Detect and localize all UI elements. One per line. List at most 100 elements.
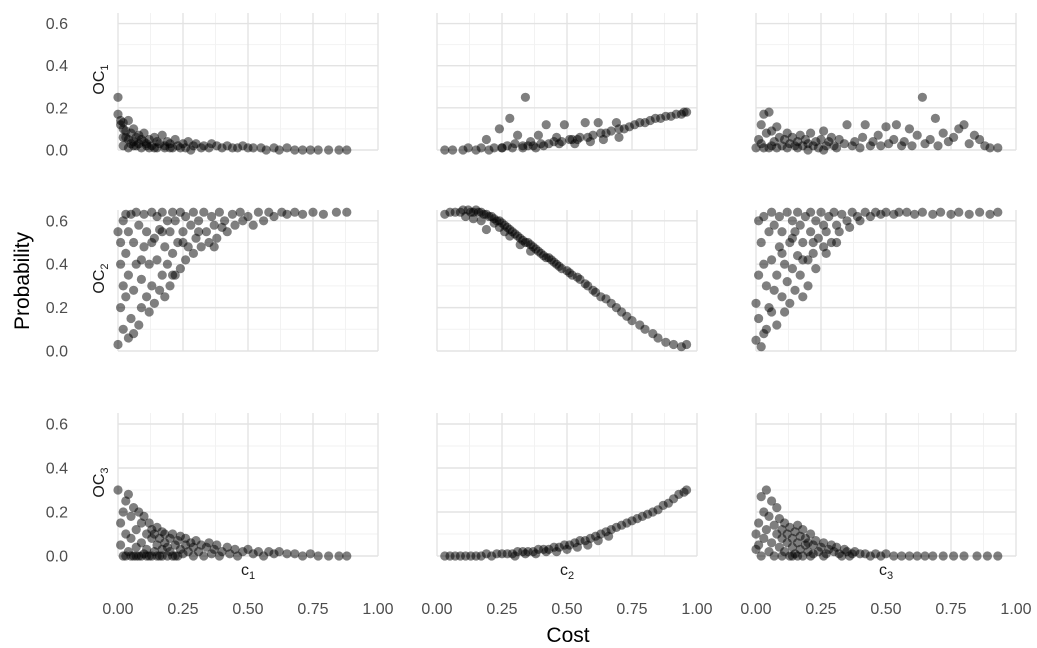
data-point <box>772 320 782 330</box>
data-point <box>855 216 865 226</box>
x-tick-label: 0.75 <box>616 601 647 618</box>
data-point <box>764 107 774 117</box>
x-tick-label: 0.50 <box>870 601 901 618</box>
data-point <box>982 551 993 561</box>
x-tick-label: 0.00 <box>740 601 771 618</box>
data-point <box>149 298 159 308</box>
data-point <box>155 285 165 295</box>
data-point <box>113 485 123 495</box>
data-point <box>798 237 808 248</box>
y-tick-label: 0.0 <box>46 344 68 361</box>
data-point <box>767 207 777 217</box>
data-point <box>230 220 240 230</box>
data-point <box>136 303 146 313</box>
data-point <box>928 209 938 219</box>
data-point <box>123 270 133 280</box>
data-point <box>889 551 899 561</box>
data-point <box>759 211 769 222</box>
data-point <box>510 551 520 561</box>
data-point <box>795 270 805 280</box>
data-point <box>136 274 146 284</box>
data-point <box>334 551 344 561</box>
data-point <box>769 551 779 561</box>
data-point <box>759 533 769 544</box>
data-point <box>761 281 772 291</box>
data-point <box>116 303 126 313</box>
data-point <box>912 551 922 561</box>
data-point <box>222 227 232 237</box>
data-point <box>798 525 808 535</box>
col-strip-label: c3 <box>879 562 893 582</box>
data-point <box>194 216 204 226</box>
data-point <box>640 324 650 334</box>
data-point <box>808 248 818 258</box>
x-tick-label: 0.50 <box>551 601 582 618</box>
y-tick-label: 0.6 <box>46 417 68 434</box>
data-point <box>186 220 196 230</box>
data-point <box>777 551 787 561</box>
data-point <box>188 248 198 258</box>
data-point <box>964 209 974 219</box>
data-point <box>248 143 258 153</box>
data-point <box>949 551 959 561</box>
data-point <box>816 134 826 145</box>
y-tick-labels: 0.0 0.2 0.4 0.6 0.0 0.2 0.4 0.6 0.0 0.2 0.4 0.6 <box>46 16 68 565</box>
data-point <box>598 134 609 145</box>
panels <box>113 13 1017 561</box>
data-point <box>212 540 222 550</box>
data-point <box>129 329 139 339</box>
data-point <box>173 551 183 561</box>
data-point <box>614 132 624 142</box>
data-point <box>116 237 126 248</box>
data-point <box>604 531 614 541</box>
y-axis-label: Probability <box>11 231 34 330</box>
x-tick-label: 0.75 <box>297 601 328 618</box>
data-point <box>136 538 146 548</box>
data-point <box>682 107 692 117</box>
data-point <box>806 227 816 237</box>
data-point <box>136 255 146 265</box>
data-point <box>876 141 886 151</box>
data-point <box>129 285 139 295</box>
data-point <box>782 277 792 287</box>
data-point <box>531 549 541 559</box>
data-point <box>220 216 230 226</box>
data-point <box>290 549 300 559</box>
data-point <box>282 549 292 559</box>
data-point <box>816 207 826 217</box>
data-point <box>811 536 821 546</box>
data-point <box>162 216 172 226</box>
data-point <box>463 143 473 153</box>
data-point <box>821 248 831 258</box>
data-point <box>440 145 450 155</box>
data-point <box>889 134 899 145</box>
data-point <box>767 255 777 265</box>
data-point <box>554 139 564 149</box>
data-point <box>541 120 551 130</box>
data-point <box>938 551 948 561</box>
data-point <box>126 511 136 521</box>
data-point <box>118 324 128 334</box>
data-point <box>165 281 175 291</box>
data-point <box>126 533 136 544</box>
data-point <box>313 551 323 561</box>
data-point <box>476 143 486 153</box>
data-point <box>342 145 352 155</box>
data-point <box>290 145 300 155</box>
data-point <box>139 511 149 521</box>
data-point <box>964 139 974 149</box>
data-point <box>513 130 523 140</box>
data-point <box>165 143 175 153</box>
row-strip-labels: OC1 OC2 OC3 <box>91 64 111 497</box>
data-point <box>324 145 334 155</box>
data-point <box>751 298 761 308</box>
data-point <box>764 511 774 521</box>
data-point <box>209 220 219 230</box>
data-point <box>787 216 798 226</box>
data-point <box>342 551 352 561</box>
data-point <box>954 207 964 217</box>
panel-r1-c1 <box>113 13 379 155</box>
panel-r1-c3 <box>751 13 1017 155</box>
data-point <box>468 214 478 224</box>
y-tick-label: 0.6 <box>46 213 68 230</box>
